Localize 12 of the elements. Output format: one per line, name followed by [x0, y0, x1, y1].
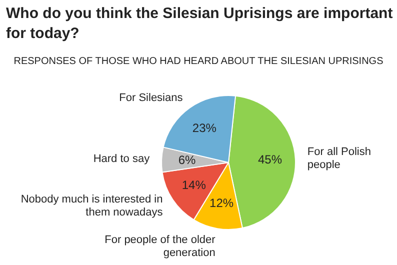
chart-title: Who do you think the Silesian Uprisings are important for today?: [6, 4, 394, 44]
slice-label: Nobody much is interested in them nowadays: [20, 194, 164, 219]
slice-label: For Silesians: [119, 92, 184, 104]
data-label: 12%: [210, 196, 234, 210]
slice-label: For people of the older generation: [104, 234, 216, 259]
data-label: 14%: [182, 178, 206, 192]
slice-label: For all Polish people: [307, 146, 371, 171]
data-label: 23%: [192, 120, 217, 135]
chart-subtitle: RESPONSES OF THOSE WHO HAD HEARD ABOUT THE SILESIAN UPRISINGS: [12, 56, 384, 67]
slice-label: Hard to say: [93, 153, 150, 166]
data-label: 45%: [258, 152, 282, 167]
data-label: 6%: [178, 153, 196, 168]
